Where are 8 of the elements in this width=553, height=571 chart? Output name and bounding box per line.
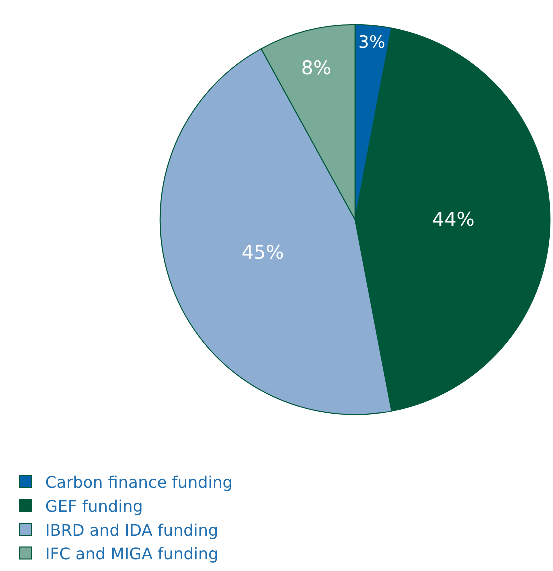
- legend-label: IFC and MIGA funding: [46, 544, 219, 564]
- data-label: 45%: [242, 242, 284, 264]
- legend-label: Carbon finance funding: [46, 473, 233, 492]
- data-label: 3%: [358, 32, 386, 53]
- data-label: 8%: [301, 58, 332, 80]
- data-label: 44%: [432, 208, 475, 231]
- legend-label: IBRD and IDA funding: [46, 520, 219, 540]
- legend-label: GEF funding: [46, 496, 144, 516]
